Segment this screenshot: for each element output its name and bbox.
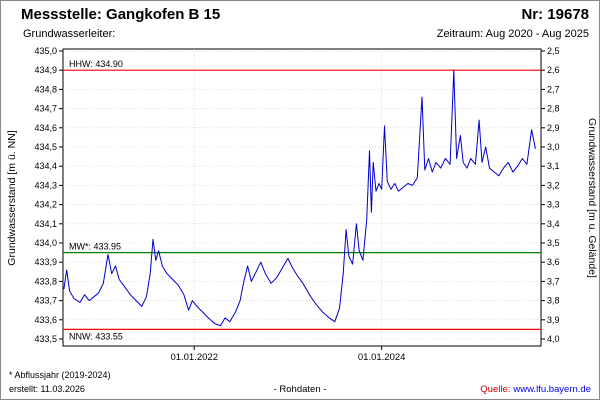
source-label: Quelle:: [480, 384, 511, 395]
refline-label-hhw: HHW: 434.90: [69, 59, 123, 69]
ytick-label-left: 433,8: [34, 276, 57, 286]
ytick-label-right: 3,1: [547, 161, 560, 171]
ytick-label-left: 435,0: [34, 46, 57, 56]
ytick-label-left: 434,1: [34, 219, 57, 229]
ytick-label-left: 434,8: [34, 84, 57, 94]
ytick-label-left: 434,3: [34, 180, 57, 190]
y-axis-title-right: Grundwasserstand [m u. Gelände]: [586, 118, 598, 278]
ytick-label-right: 3,8: [547, 296, 560, 306]
ytick-label-right: 3,4: [547, 219, 560, 229]
ytick-label-right: 2,7: [547, 84, 560, 94]
ytick-label-left: 434,4: [34, 161, 57, 171]
footnote-abflussjahr: * Abflussjahr (2019-2024): [9, 370, 111, 380]
plot-frame: [62, 48, 542, 347]
xtick-label: 01.01.2022: [170, 352, 218, 363]
ytick-label-left: 433,9: [34, 257, 57, 267]
ytick-label-right: 2,9: [547, 123, 560, 133]
data-type-label: - Rohdaten -: [273, 384, 327, 395]
ytick-label-right: 3,6: [547, 257, 560, 267]
ytick-label-left: 434,2: [34, 200, 57, 210]
ytick-label-right: 3,7: [547, 276, 560, 286]
page-title: Messstelle: Gangkofen B 15: [21, 6, 221, 23]
ytick-label-left: 434,0: [34, 238, 57, 248]
ytick-label-right: 2,8: [547, 104, 560, 114]
series-rohdaten: [63, 69, 536, 327]
subheader: Grundwasserleiter: Zeitraum: Aug 2020 - …: [1, 28, 599, 40]
ytick-label-right: 3,2: [547, 180, 560, 190]
ytick-label-right: 2,6: [547, 65, 560, 75]
source: Quelle: www.lfu.bayern.de: [480, 384, 591, 395]
ytick-label-left: 434,6: [34, 123, 57, 133]
refline-label-mw: MW*: 433.95: [69, 242, 121, 252]
period-label: Zeitraum: Aug 2020 - Aug 2025: [436, 28, 589, 40]
ytick-label-right: 3,0: [547, 142, 560, 152]
ytick-label-right: 2,5: [547, 46, 560, 56]
ytick-label-left: 433,5: [34, 334, 57, 344]
ytick-label-left: 433,7: [34, 296, 57, 306]
refline-label-nnw: NNW: 433.55: [69, 331, 123, 341]
ytick-label-left: 433,6: [34, 315, 57, 325]
ytick-label-right: 3,9: [547, 315, 560, 325]
ytick-label-left: 434,9: [34, 65, 57, 75]
station-number: Nr: 19678: [521, 6, 589, 23]
ytick-label-right: 3,5: [547, 238, 560, 248]
ytick-label-left: 434,5: [34, 142, 57, 152]
y-axis-title-left: Grundwasserstand [m ü. NN]: [6, 130, 18, 265]
ytick-label-right: 3,3: [547, 200, 560, 210]
ytick-label-left: 434,7: [34, 104, 57, 114]
aquifer-label: Grundwasserleiter:: [23, 28, 116, 40]
created-date: erstellt: 11.03.2026: [9, 384, 85, 394]
xtick-label: 01.01.2024: [358, 352, 406, 363]
header: Messstelle: Gangkofen B 15 Nr: 19678: [1, 6, 599, 23]
source-link[interactable]: www.lfu.bayern.de: [513, 384, 591, 395]
ytick-label-right: 4,0: [547, 334, 560, 344]
